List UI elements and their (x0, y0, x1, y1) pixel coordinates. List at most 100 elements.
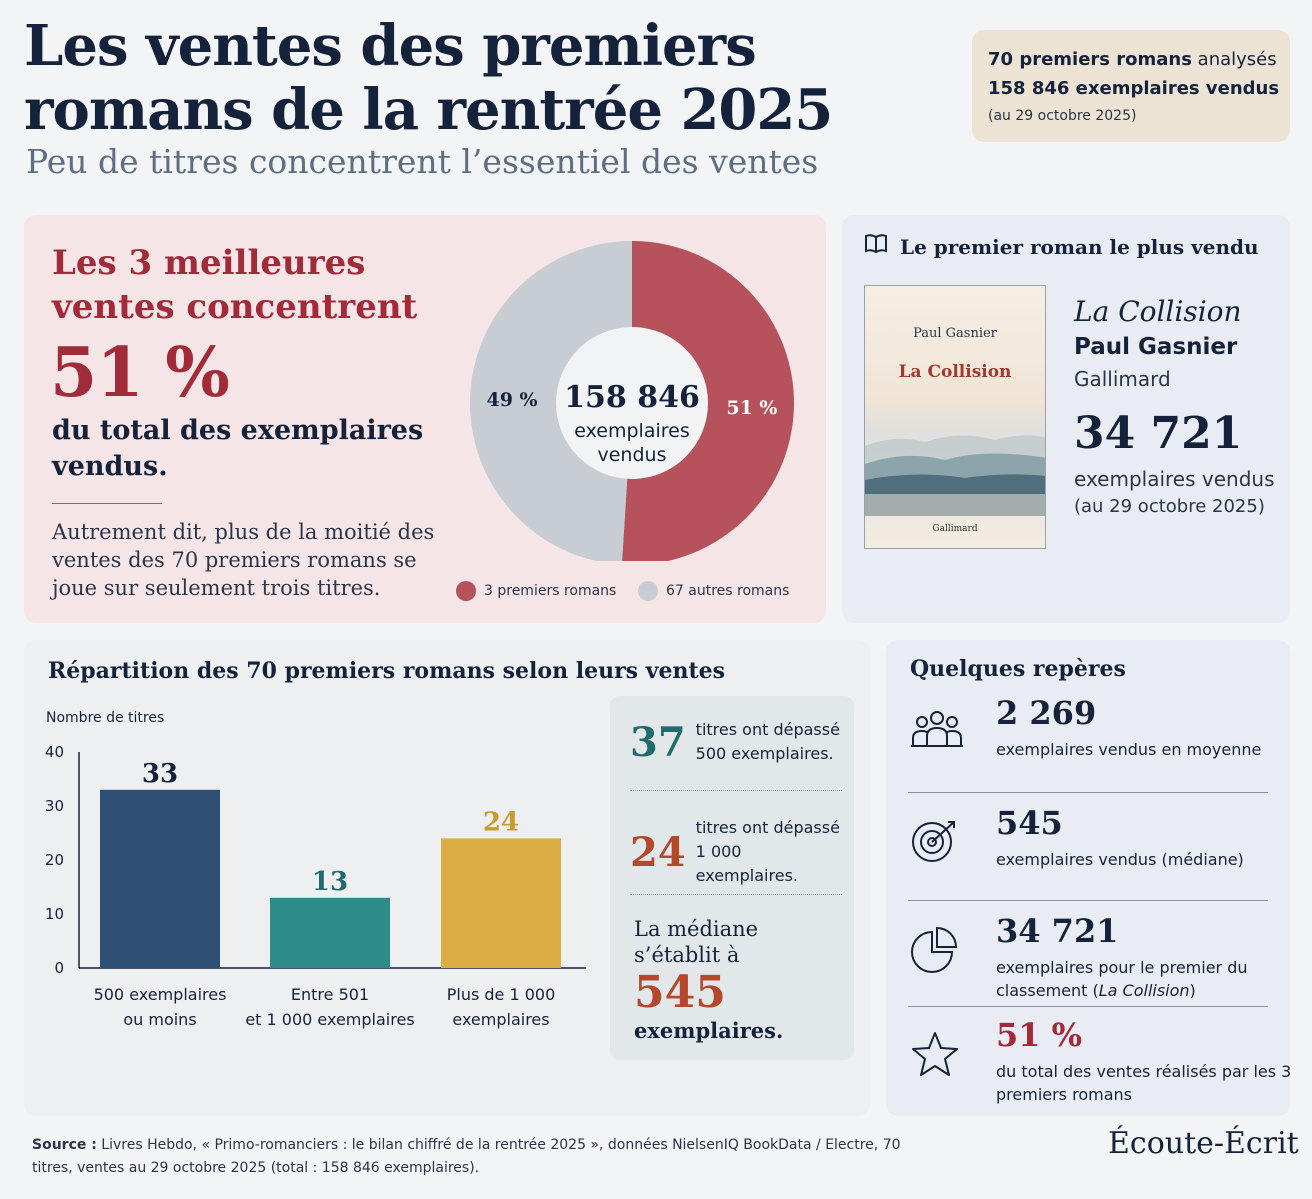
legend-swatch (456, 581, 476, 601)
key-figures-panel: Quelques repères 2 269 exemplaires vendu… (886, 640, 1291, 1116)
median-block: La médiane s’établit à 545 exemplaires. (634, 916, 834, 1044)
donut-chart: 158 846 exemplaires vendus 51 % 49 % (470, 241, 795, 561)
legend-item-top3: 3 premiers romans (456, 581, 616, 601)
median-value: 545 (634, 967, 726, 1018)
donut-slice (470, 241, 632, 561)
people-icon (910, 708, 964, 754)
divider (908, 1006, 1268, 1007)
concentration-value: 51 % (50, 333, 230, 413)
pie-icon (910, 926, 960, 978)
fact-value: 37 (630, 718, 686, 766)
bar (100, 789, 220, 968)
donut-slice (622, 241, 795, 561)
page-title: Les ventes des premiers romans de la ren… (24, 13, 833, 143)
y-tick-label: 40 (45, 743, 64, 761)
key-figure-label: du total des ventes réalisés par les 3 p… (996, 1062, 1292, 1104)
bestseller-heading-text: Le premier roman le plus vendu (900, 234, 1259, 259)
fact-text: titres ont dépassé 500 exemplaires. (695, 720, 840, 763)
page-subtitle: Peu de titres concentrent l’essentiel de… (26, 142, 819, 181)
legend-item-others: 67 autres romans (638, 581, 789, 601)
key-figure-label: exemplaires vendus (médiane) (996, 850, 1244, 869)
key-figure-value: 51 % (996, 1016, 1083, 1054)
bar (441, 838, 561, 968)
book-cover: Paul Gasnier La Collision Gallimard (864, 285, 1046, 549)
concentration-note: Autrement dit, plus de la moitié des ven… (52, 520, 435, 600)
median-unit: exemplaires. (634, 1018, 784, 1043)
bar (270, 897, 390, 968)
x-tick-label: Entre 501 (291, 985, 369, 1004)
fact-over-1000: 24 titres ont dépassé 1 000 exemplaires. (630, 816, 842, 888)
x-tick-label: ou moins (123, 1010, 196, 1029)
key-figure-value: 34 721 (996, 912, 1119, 950)
divider (630, 790, 842, 791)
bestseller-copies-label: exemplaires vendus (1074, 467, 1275, 491)
bestseller-heading: Le premier roman le plus vendu (864, 233, 1259, 260)
bestseller-author: Paul Gasnier (1074, 334, 1238, 360)
donut-center-label-2: vendus (598, 444, 667, 466)
bar-chart: Nombre de titres 0 10 20 30 40 33 500 exemplair… (45, 710, 586, 1029)
book-icon (864, 233, 888, 260)
summary-date: (au 29 octobre 2025) (988, 108, 1137, 124)
concentration-tail: du total des exemplaires vendus. (52, 415, 424, 482)
key-figure-label: exemplaires pour le premier du classemen… (996, 956, 1296, 1002)
cover-publisher: Gallimard (932, 524, 978, 534)
cover-title: La Collision (898, 362, 1012, 382)
bestseller-date: (au 29 octobre 2025) (1074, 496, 1265, 517)
legend-label: 67 autres romans (666, 583, 790, 599)
distribution-panel: Répartition des 70 premiers romans selon… (24, 640, 870, 1116)
donut-slice-label: 51 % (726, 397, 777, 419)
bestseller-panel: Le premier roman le plus vendu Paul Gasn… (842, 215, 1290, 623)
median-intro: La médiane s’établit à (634, 917, 759, 967)
divider (52, 503, 162, 504)
divider (908, 792, 1268, 793)
bar-value-label: 24 (483, 807, 519, 837)
x-tick-label: et 1 000 exemplaires (245, 1010, 414, 1029)
facts-box: 37 titres ont dépassé 500 exemplaires. 2… (610, 696, 854, 1060)
source-label: Source : (32, 1137, 97, 1153)
divider (630, 894, 842, 895)
source-text: Livres Hebdo, « Primo-romanciers : le bi… (32, 1137, 901, 1176)
y-axis-label: Nombre de titres (46, 710, 164, 726)
summary-count-suffix: analysés (1191, 49, 1277, 70)
fact-over-500: 37 titres ont dépassé 500 exemplaires. (630, 718, 842, 766)
concentration-heading: Les 3 meilleures ventes concentrent (52, 243, 418, 327)
fact-text: titres ont dépassé 1 000 exemplaires. (695, 818, 840, 885)
bestseller-copies: 34 721 (1074, 408, 1243, 459)
bestseller-publisher: Gallimard (1074, 367, 1171, 391)
donut-slice-label: 49 % (487, 389, 538, 411)
key-figures-title: Quelques repères (910, 656, 1126, 682)
y-tick-label: 20 (45, 851, 64, 869)
legend-swatch (638, 581, 658, 601)
key-figure-value: 2 269 (996, 694, 1097, 732)
star-icon (910, 1030, 960, 1082)
concentration-panel: Les 3 meilleures ventes concentrent 51 %… (24, 215, 826, 623)
donut-center-value: 158 846 (564, 380, 700, 415)
summary-total: 158 846 exemplaires vendus (988, 78, 1280, 99)
bestseller-info: La Collision Paul Gasnier Gallimard 34 7… (1074, 293, 1284, 521)
key-figure-label-text: exemplaires pour le premier du classemen… (996, 958, 1248, 1000)
x-tick-label: Plus de 1 000 (447, 985, 556, 1004)
donut-hole (556, 327, 708, 479)
y-tick-label: 30 (45, 797, 64, 815)
y-tick-label: 10 (45, 905, 64, 923)
distribution-title: Répartition des 70 premiers romans selon… (48, 658, 726, 684)
legend-label: 3 premiers romans (484, 583, 617, 599)
target-icon (910, 818, 960, 868)
divider (908, 900, 1268, 901)
bar-value-label: 13 (312, 867, 348, 897)
cover-landscape-image (865, 435, 1045, 516)
y-tick-label: 0 (54, 959, 64, 977)
key-figure-label: exemplaires vendus en moyenne (996, 740, 1262, 759)
key-figure-label-paren: ) (1189, 981, 1196, 1000)
bar-value-label: 33 (142, 759, 178, 789)
cover-author: Paul Gasnier (913, 326, 997, 341)
x-tick-label: exemplaires (452, 1010, 549, 1029)
x-tick-label: 500 exemplaires (94, 985, 227, 1004)
donut-center-label-1: exemplaires (574, 420, 689, 442)
summary-box: 70 premiers romans analysés 158 846 exem… (972, 30, 1290, 142)
key-figure-label-title: La Collision (1098, 981, 1190, 1000)
fact-value: 24 (630, 828, 686, 876)
bestseller-title: La Collision (1074, 295, 1242, 328)
summary-count: 70 premiers romans (988, 49, 1192, 70)
source-note: Source : Livres Hebdo, « Primo-romancier… (32, 1134, 932, 1180)
